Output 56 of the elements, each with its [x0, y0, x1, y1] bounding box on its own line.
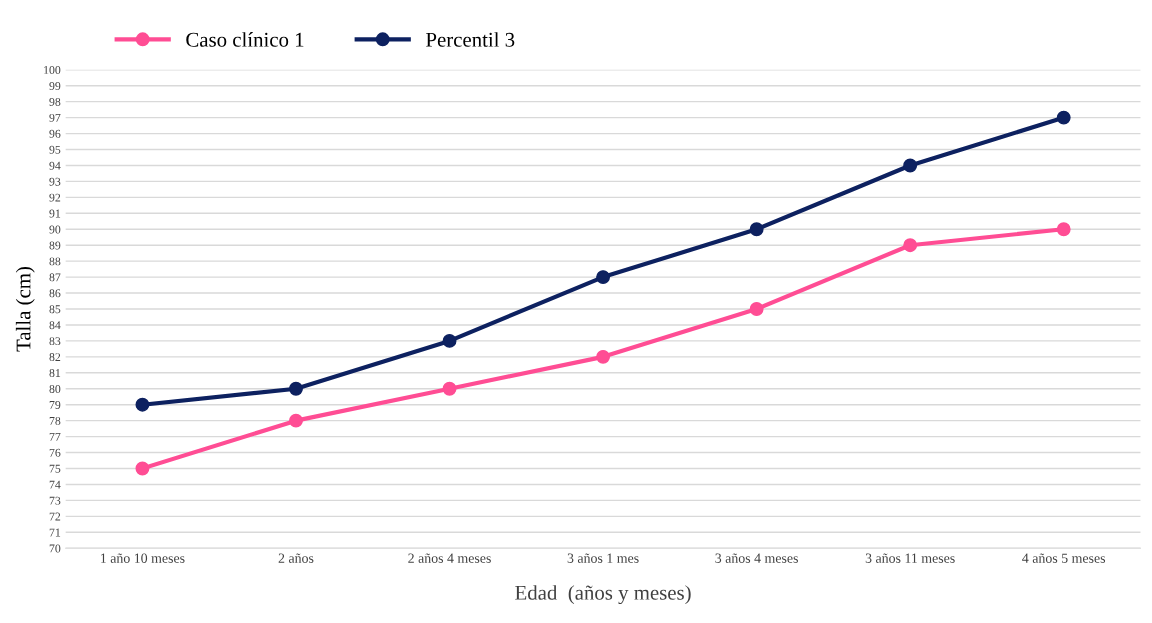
y-tick-label: 84	[49, 321, 61, 330]
y-tick-label: 92	[49, 193, 61, 202]
y-tick-label: 97	[49, 113, 61, 122]
point	[289, 381, 303, 396]
x-tick-label: 1 año 10 meses	[101, 553, 185, 563]
y-tick-label: 73	[49, 496, 61, 505]
y-tick-label: 77	[49, 432, 61, 441]
y-tick-label: 100	[44, 66, 61, 74]
point	[596, 349, 611, 364]
x-tick-label: 4 años 5 meses	[1022, 553, 1106, 563]
y-tick-label: 74	[49, 480, 61, 489]
x-axis-title: Edad (años y meses)	[515, 585, 691, 605]
y-tick-label: 91	[49, 209, 61, 218]
point	[442, 381, 457, 396]
x-tick-label: 3 años 4 meses	[715, 553, 798, 563]
y-tick-label: 88	[49, 257, 61, 266]
y-tick-label: 70	[49, 544, 61, 553]
y-tick-label: 75	[49, 464, 61, 473]
point	[596, 270, 611, 285]
y-tick-label: 76	[49, 448, 61, 457]
y-tick-label: 95	[49, 145, 61, 154]
y-tick-label: 93	[49, 177, 61, 186]
point	[442, 333, 457, 348]
point	[1056, 222, 1071, 237]
x-tick-label: 2 años	[278, 553, 314, 563]
point	[135, 397, 150, 412]
point	[1056, 110, 1071, 125]
point	[289, 413, 303, 428]
y-tick-label: 89	[49, 241, 61, 250]
x-tick-label: 3 años 1 mes	[567, 553, 639, 563]
y-tick-label: 83	[49, 337, 61, 346]
y-tick-label: 90	[49, 225, 61, 234]
y-tick-label: 78	[49, 416, 61, 425]
y-tick-label: 71	[49, 528, 61, 537]
x-tick-label: 2 años 4 meses	[408, 553, 491, 563]
y-tick-label: 86	[49, 289, 61, 298]
point	[903, 158, 918, 173]
legend-label: Percentil 3	[426, 32, 515, 47]
point	[903, 238, 918, 253]
point	[749, 302, 764, 316]
y-axis-title: Talla (cm)	[15, 266, 35, 352]
point	[135, 461, 150, 476]
y-tick-label: 82	[49, 353, 61, 362]
y-tick-label: 79	[49, 400, 61, 409]
y-tick-label: 81	[49, 369, 61, 378]
y-tick-label: 87	[49, 273, 61, 282]
y-tick-label: 72	[49, 512, 61, 521]
y-tick-label: 85	[49, 305, 61, 314]
y-tick-label: 99	[49, 82, 61, 90]
point	[749, 222, 764, 237]
y-tick-label: 94	[49, 161, 61, 170]
x-tick-label: 3 años 11 meses	[865, 553, 955, 563]
legend-label: Caso clínico 1	[186, 32, 304, 47]
y-tick-label: 98	[49, 97, 61, 106]
y-tick-label: 96	[49, 129, 61, 138]
y-tick-label: 80	[49, 385, 61, 393]
